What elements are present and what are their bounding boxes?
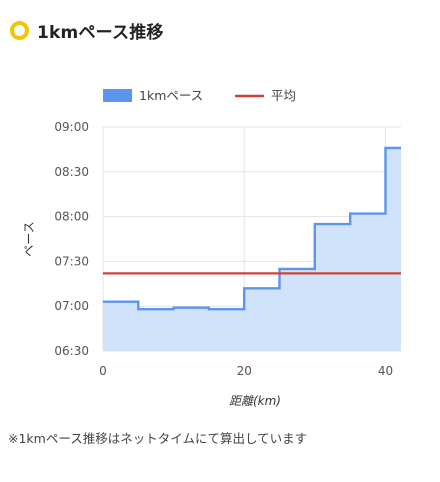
- footnote: ※1kmペース推移はネットタイムにて算出しています: [8, 431, 308, 446]
- pace-chart: 06:30 07:00 07:30 08:00 08:30 09:00 0 20 40 距離(km…: [22, 88, 401, 408]
- legend-swatch-pace: [103, 89, 132, 102]
- x-axis-label: 距離(km): [229, 394, 281, 408]
- y-axis-label: ペース: [22, 221, 36, 256]
- y-tick-label: 08:00: [54, 210, 89, 224]
- ring-icon: [10, 20, 29, 40]
- y-tick-label: 07:30: [54, 254, 89, 268]
- y-tick-label: 09:00: [54, 120, 89, 134]
- legend-label-average: 平均: [271, 88, 296, 103]
- x-tick-label: 0: [99, 364, 107, 378]
- chart-title: 1kmペース推移: [37, 22, 164, 43]
- x-tick-label: 20: [237, 364, 252, 378]
- legend-label-pace: 1kmペース: [139, 88, 203, 103]
- chart-header: 1kmペース推移: [10, 16, 164, 44]
- x-tick-label: 40: [378, 364, 393, 378]
- y-tick-label: 07:00: [54, 299, 89, 313]
- pace-line: [103, 146, 401, 311]
- y-tick-label: 08:30: [54, 165, 89, 179]
- y-tick-label: 06:30: [54, 344, 89, 358]
- pace-area: [103, 147, 401, 351]
